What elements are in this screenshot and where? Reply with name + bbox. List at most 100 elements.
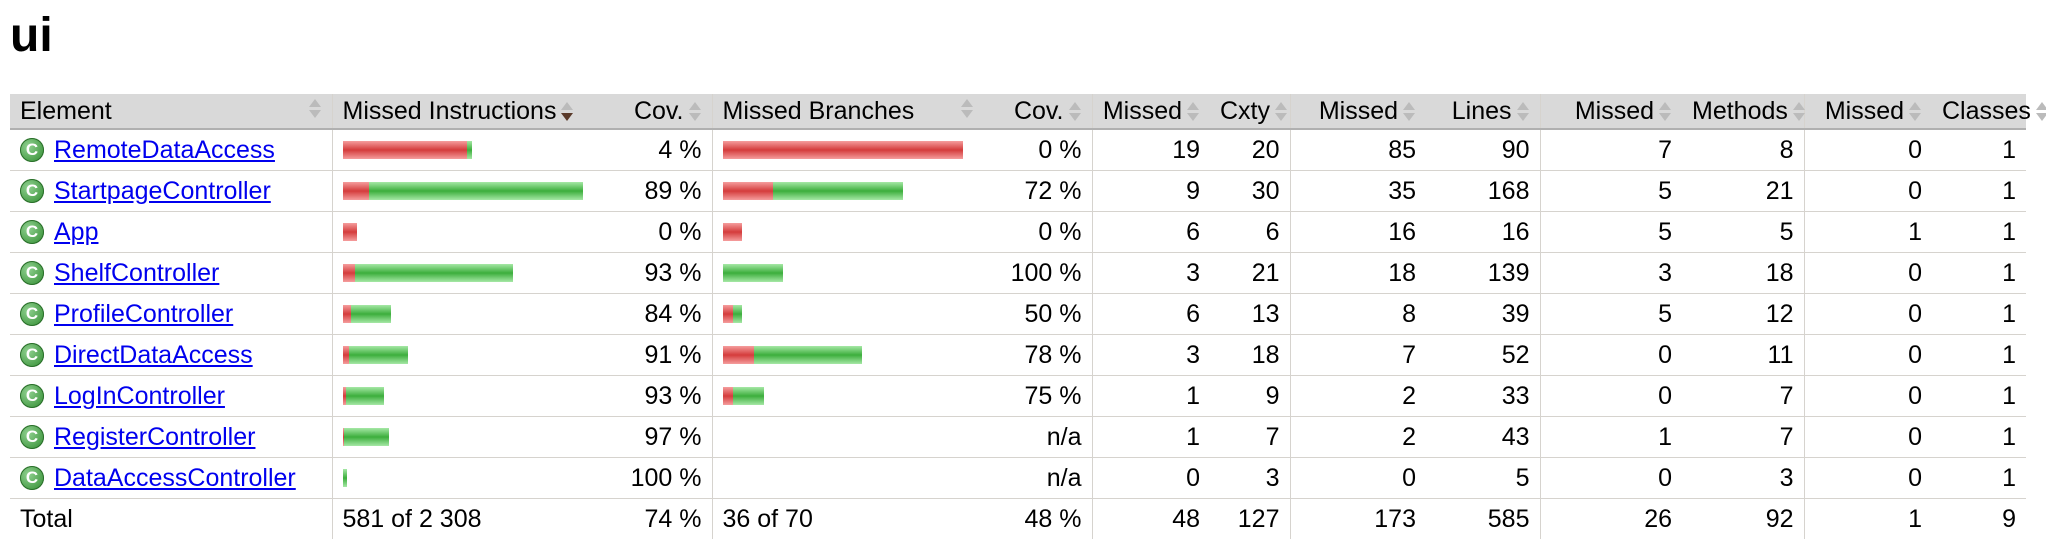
header-branch-coverage[interactable]: Cov.: [984, 94, 1092, 130]
table-row: C RemoteDataAccess 4 % 0 % 19 20 85 90 7…: [10, 129, 2026, 171]
header-missed-cxty[interactable]: Missed: [1091, 94, 1210, 130]
missed-lines: 18: [1289, 252, 1426, 294]
element-link[interactable]: DataAccessController: [54, 463, 296, 492]
branches-bar: [722, 387, 975, 405]
branches-bar-cell: [711, 293, 984, 335]
missed-methods: 0: [1539, 457, 1682, 499]
class-icon: C: [20, 466, 44, 490]
covered-bar-segment: [350, 305, 391, 323]
instructions-bar-cell: [331, 375, 604, 417]
header-methods[interactable]: Methods: [1682, 94, 1806, 130]
classes: 1: [1932, 170, 2026, 212]
covered-bar-segment: [368, 182, 583, 200]
header-cxty[interactable]: Cxty: [1210, 94, 1290, 130]
cxty: 7: [1210, 416, 1290, 458]
branches-bar: [722, 182, 975, 200]
missed-cxty: 6: [1091, 293, 1210, 335]
missed-bar-segment: [342, 182, 369, 200]
missed-methods: 3: [1539, 252, 1682, 294]
total-row: Total 581 of 2 308 74 % 36 of 70 48 % 48…: [10, 498, 2026, 539]
header-missed-classes[interactable]: Missed: [1803, 94, 1932, 130]
missed-methods: 5: [1539, 293, 1682, 335]
cxty: 13: [1210, 293, 1290, 335]
branches-bar-cell: [711, 252, 984, 294]
sort-arrows-icon[interactable]: [1274, 100, 1288, 124]
methods: 5: [1682, 211, 1804, 253]
missed-lines: 2: [1289, 375, 1426, 417]
instructions-coverage: 93 %: [604, 375, 712, 417]
lines: 139: [1426, 252, 1540, 294]
branches-coverage: 78 %: [984, 334, 1092, 376]
missed-methods: 5: [1539, 170, 1682, 212]
sort-arrows-icon[interactable]: [688, 100, 702, 124]
branches-bar-cell: [711, 457, 984, 499]
methods: 7: [1682, 375, 1804, 417]
element-link[interactable]: StartpageController: [54, 176, 271, 205]
instructions-bar-cell: [331, 334, 604, 376]
coverage-table: Element Missed Instructions Cov. Missed …: [10, 94, 2046, 539]
instructions-coverage: 91 %: [604, 334, 712, 376]
sort-arrows-icon[interactable]: [960, 97, 974, 121]
element-link[interactable]: App: [54, 217, 99, 246]
covered-bar-segment: [732, 387, 764, 405]
instructions-bar: [342, 387, 595, 405]
classes: 1: [1932, 293, 2026, 335]
class-icon: C: [20, 302, 44, 326]
sort-arrows-icon[interactable]: [1908, 100, 1922, 124]
element-link[interactable]: RegisterController: [54, 422, 256, 451]
header-missed-instructions[interactable]: Missed Instructions: [331, 94, 604, 130]
header-element[interactable]: Element: [10, 94, 332, 130]
class-icon: C: [20, 220, 44, 244]
header-instr-coverage[interactable]: Cov.: [604, 94, 712, 130]
sort-down-icon[interactable]: [560, 100, 574, 124]
element-cell: C DirectDataAccess: [10, 334, 332, 376]
sort-arrows-icon[interactable]: [1658, 100, 1672, 124]
missed-classes: 0: [1803, 375, 1932, 417]
header-classes[interactable]: Classes: [1932, 94, 2046, 130]
missed-methods: 5: [1539, 211, 1682, 253]
sort-arrows-icon[interactable]: [1186, 100, 1200, 124]
missed-classes: 0: [1803, 252, 1932, 294]
total-classes: 9: [2002, 504, 2016, 533]
missed-bar-segment: [342, 305, 351, 323]
missed-cxty: 9: [1091, 170, 1210, 212]
cxty: 30: [1210, 170, 1290, 212]
element-link[interactable]: ShelfController: [54, 258, 220, 287]
cxty: 20: [1210, 129, 1290, 171]
sort-arrows-icon[interactable]: [1516, 100, 1530, 124]
instructions-bar-cell: [331, 416, 604, 458]
branches-bar-cell: [711, 416, 984, 458]
table-row: C App 0 % 0 % 6 6 16 16 5 5 1 1: [10, 211, 2026, 253]
missed-classes: 0: [1803, 293, 1932, 335]
header-missed-methods[interactable]: Missed: [1539, 94, 1682, 130]
sort-arrows-icon[interactable]: [1068, 100, 1082, 124]
missed-bar-segment: [342, 264, 355, 282]
sort-arrows-icon[interactable]: [308, 97, 322, 121]
element-link[interactable]: DirectDataAccess: [54, 340, 253, 369]
branches-bar-cell: [711, 211, 984, 253]
instructions-coverage: 93 %: [604, 252, 712, 294]
missed-bar-segment: [342, 141, 467, 159]
missed-classes: 1: [1803, 211, 1932, 253]
sort-arrows-icon[interactable]: [1792, 100, 1806, 124]
methods: 12: [1682, 293, 1804, 335]
header-missed-lines[interactable]: Missed: [1289, 94, 1426, 130]
sort-arrows-icon[interactable]: [2035, 100, 2046, 124]
element-link[interactable]: RemoteDataAccess: [54, 135, 275, 164]
element-link[interactable]: LogInController: [54, 381, 225, 410]
instructions-coverage: 100 %: [604, 457, 712, 499]
header-missed-branches[interactable]: Missed Branches: [711, 94, 984, 130]
branches-bar: [722, 346, 975, 364]
missed-cxty: 0: [1091, 457, 1210, 499]
class-icon: C: [20, 425, 44, 449]
covered-bar-segment: [753, 346, 862, 364]
element-link[interactable]: ProfileController: [54, 299, 234, 328]
instructions-bar: [342, 346, 595, 364]
missed-lines: 16: [1289, 211, 1426, 253]
missed-cxty: 19: [1091, 129, 1210, 171]
total-methods: 92: [1765, 504, 1794, 533]
header-lines[interactable]: Lines: [1426, 94, 1540, 130]
sort-arrows-icon[interactable]: [1402, 100, 1416, 124]
total-instructions: 581 of 2 308: [331, 498, 604, 539]
branches-coverage: 0 %: [984, 211, 1092, 253]
